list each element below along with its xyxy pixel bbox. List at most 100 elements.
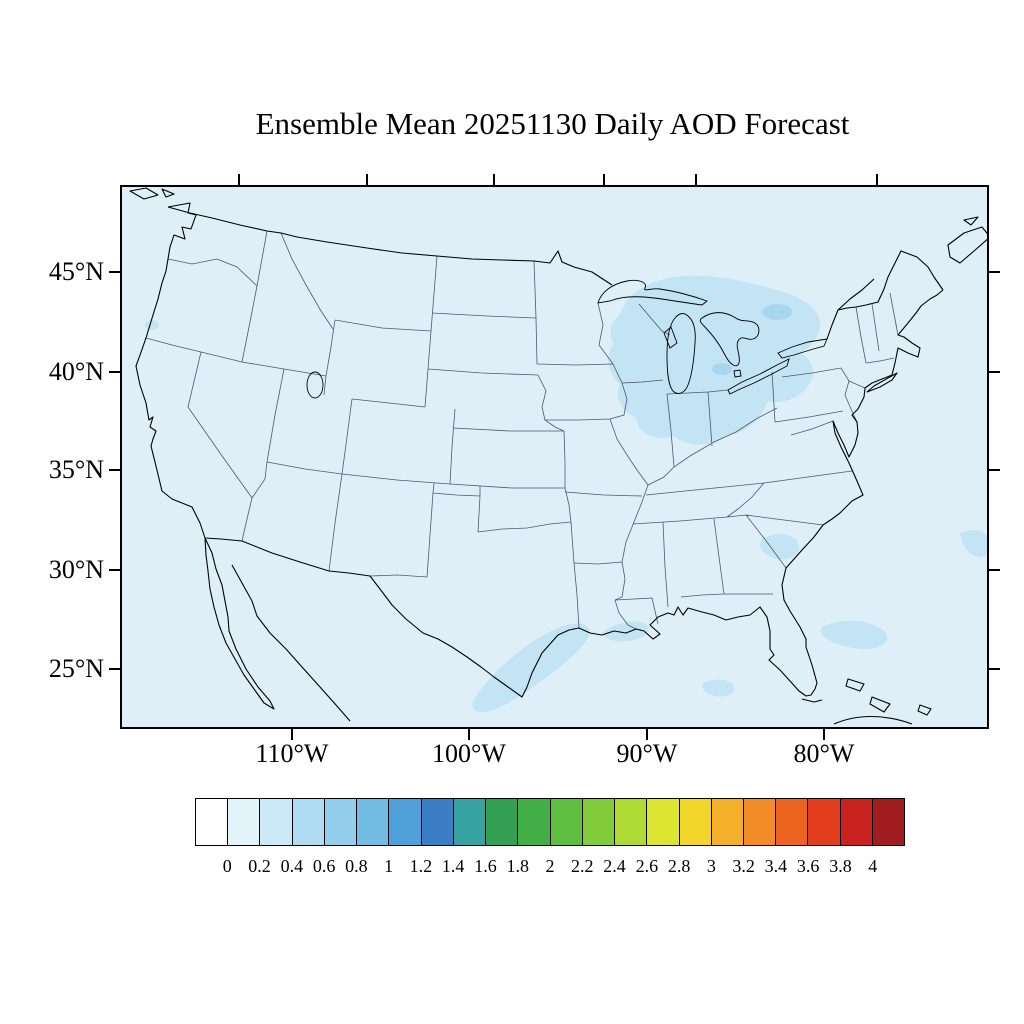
aod-patch-atlantic-edge	[960, 530, 987, 557]
lake-michigan	[666, 313, 696, 394]
vancouver-island	[129, 187, 175, 200]
lat-tick-label: 25°N	[48, 654, 104, 683]
aod-patch-louisiana-coast	[602, 621, 649, 642]
lon-tick-top	[695, 174, 697, 187]
lat-tick-label: 45°N	[48, 257, 104, 286]
colorbar-segment	[228, 799, 261, 845]
lon-tick-label: 110°W	[255, 739, 329, 768]
colorbar-tick-label: 1.8	[506, 856, 529, 876]
colorbar-tick-label: 4	[868, 856, 878, 876]
canada-border-west	[167, 206, 613, 286]
aod-patch-west-coast-small	[145, 320, 159, 330]
lon-tick-label: 100°W	[432, 739, 506, 768]
lon-tick-top	[493, 174, 495, 187]
bahamas-islands	[845, 678, 932, 716]
plot-title: Ensemble Mean 20251130 Daily AOD Forecas…	[255, 106, 850, 141]
nova-scotia	[947, 216, 987, 264]
coastlines	[129, 187, 987, 725]
lake-huron	[699, 312, 760, 367]
lon-tick-bottom	[291, 727, 293, 740]
lake-superior	[597, 279, 708, 306]
colorbar-tick-label: 1.2	[409, 856, 433, 876]
lon-tick-top	[876, 174, 878, 187]
aod-spot-lake-michigan	[712, 363, 732, 375]
colorbar-tick-label: 3	[706, 856, 716, 876]
lon-tick-bottom	[468, 727, 470, 740]
colorbar-segment	[808, 799, 841, 845]
colorbar-tick-label: 0	[222, 856, 232, 876]
state-boundaries	[145, 230, 899, 630]
colorbar-segment	[743, 799, 777, 845]
lon-tick-bottom	[823, 727, 825, 740]
lon-tick-label: 90°W	[616, 739, 678, 768]
conus-coast	[135, 202, 944, 698]
colorbar-segment	[840, 799, 873, 845]
lat-tick-right	[987, 371, 1000, 373]
colorbar-segment	[486, 799, 519, 845]
colorbar-segment	[582, 799, 616, 845]
aod-stronger-spot	[712, 304, 792, 375]
colorbar-segment	[260, 799, 293, 845]
lake-erie	[727, 358, 790, 395]
lake-st-clair	[733, 369, 742, 378]
colorbar-segment	[421, 799, 454, 845]
st-lawrence-river	[837, 278, 875, 311]
colorbar-tick-label: 3.4	[764, 856, 788, 876]
colorbar-segment	[324, 799, 358, 845]
green-bay	[663, 326, 678, 349]
aod-patch-texas-coast	[472, 623, 590, 713]
baja-california	[204, 537, 275, 710]
lon-tick-top	[366, 174, 368, 187]
aod-patch-carolina-coast	[760, 534, 799, 560]
map-canvas	[129, 187, 987, 725]
aod-patch-atlantic-southeast	[820, 620, 888, 649]
colorbar-tick-label: 1	[384, 856, 394, 876]
lake-ontario	[777, 338, 828, 359]
colorbar-tick-label: 2.6	[635, 856, 659, 876]
colorbar-segment	[872, 799, 905, 845]
colorbar-segment	[357, 799, 390, 845]
lat-tick-right	[987, 469, 1000, 471]
colorbar-tick-label: 2	[545, 856, 555, 876]
colorbar-tick-label: 1.4	[441, 856, 465, 876]
florida-keys	[801, 698, 823, 703]
cuba-coast	[833, 715, 913, 725]
colorbar-segment	[776, 799, 809, 845]
colorbar-tick-label: 2.8	[667, 856, 691, 876]
lat-tick-label: 35°N	[48, 455, 104, 484]
canada-border-east	[826, 250, 944, 340]
lat-tick-left	[109, 668, 122, 670]
colorbar-segment	[550, 799, 583, 845]
colorbar-segment	[711, 799, 744, 845]
colorbar-segment	[292, 799, 325, 845]
colorbar-segment	[615, 799, 648, 845]
aod-spot-lake-ontario	[762, 304, 792, 320]
colorbar-segment	[196, 799, 229, 845]
aod-patch-gulf-small	[702, 679, 735, 697]
colorbar-segment	[389, 799, 422, 845]
colorbar-tick-label: 0.4	[280, 856, 304, 876]
lat-tick-right	[987, 668, 1000, 670]
colorbar-segment	[518, 799, 551, 845]
lon-tick-top	[238, 174, 240, 187]
lat-tick-label: 40°N	[48, 357, 104, 386]
colorbar-tick-label: 3.2	[732, 856, 755, 876]
colorbar-segment	[679, 799, 712, 845]
colorbar: 0 0.2 0.4 0.6 0.8 1 1.2 1.4 1.6 1.8 2 2.2 2.4 2.6 2.8 3…	[195, 798, 905, 876]
lon-tick-top	[603, 174, 605, 187]
colorbar-tick-label: 0.8	[345, 856, 368, 876]
colorbar-segment	[647, 799, 680, 845]
colorbar-tick-label: 0.2	[248, 856, 271, 876]
colorbar-segment	[453, 799, 487, 845]
gulf-of-california-mainland-coast	[231, 564, 351, 722]
great-salt-lake	[306, 371, 324, 399]
map-panel: 45°N 40°N 35°N 30°N 25°N 110°W 100°W 90°W 80°W	[49, 174, 1000, 768]
long-island	[866, 372, 898, 393]
lon-tick-bottom	[646, 727, 648, 740]
colorbar-tick-label: 2.4	[603, 856, 626, 876]
lat-tick-left	[109, 569, 122, 571]
lon-tick-label: 80°W	[793, 739, 855, 768]
great-lakes	[306, 279, 828, 399]
colorbar-tick-label: 2.2	[571, 856, 594, 876]
colorbar-tick-label: 3.8	[829, 856, 852, 876]
